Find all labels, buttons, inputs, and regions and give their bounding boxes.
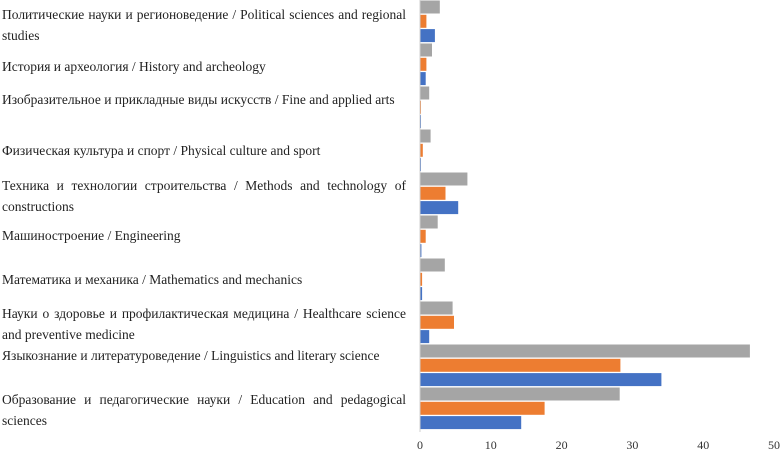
category-label: Физическая культура и спорт / Physical c… [2, 143, 321, 158]
category-label: Техника и технологии строительства / Met… [2, 178, 406, 214]
x-tick-label: 10 [485, 438, 497, 452]
bar [420, 272, 423, 286]
bar [420, 315, 454, 329]
bar [420, 143, 423, 157]
category-label: История и археология / History and arche… [2, 59, 266, 74]
bar [420, 215, 438, 229]
bar [420, 57, 427, 71]
bar [420, 186, 446, 200]
bar [420, 14, 427, 28]
bar [420, 387, 620, 401]
bar [420, 358, 621, 372]
bar [420, 29, 435, 43]
x-tick-label: 20 [556, 438, 568, 452]
category-label: Образование и педагогические науки / Edu… [2, 392, 406, 428]
x-tick-label: 50 [768, 438, 780, 452]
bar [420, 0, 440, 14]
bar [420, 373, 662, 387]
bar [420, 72, 426, 86]
bar [420, 258, 445, 272]
bar [420, 43, 432, 57]
bar [420, 344, 750, 358]
bar [420, 244, 422, 258]
bar [420, 401, 545, 415]
bar [420, 201, 459, 215]
x-tick-label: 0 [417, 438, 423, 452]
category-label: Машиностроение / Engineering [2, 228, 181, 243]
category-label: Языкознание и литературоведение / Lingui… [2, 348, 380, 363]
bar [420, 86, 430, 100]
category-label: Политические науки и регионоведение / Po… [2, 7, 406, 43]
bar [420, 229, 426, 243]
bar [420, 416, 522, 430]
bar [420, 330, 430, 344]
bar [420, 129, 431, 143]
category-label: Математика и механика / Mathematics and … [2, 272, 303, 287]
x-tick-label: 30 [626, 438, 638, 452]
category-label: Науки о здоровье и профилактическая меди… [2, 306, 406, 342]
x-tick-label: 40 [697, 438, 709, 452]
category-label: Изобразительное и прикладные виды искусс… [2, 92, 395, 107]
bar [420, 301, 453, 315]
bar [420, 172, 468, 186]
bar [420, 287, 423, 301]
